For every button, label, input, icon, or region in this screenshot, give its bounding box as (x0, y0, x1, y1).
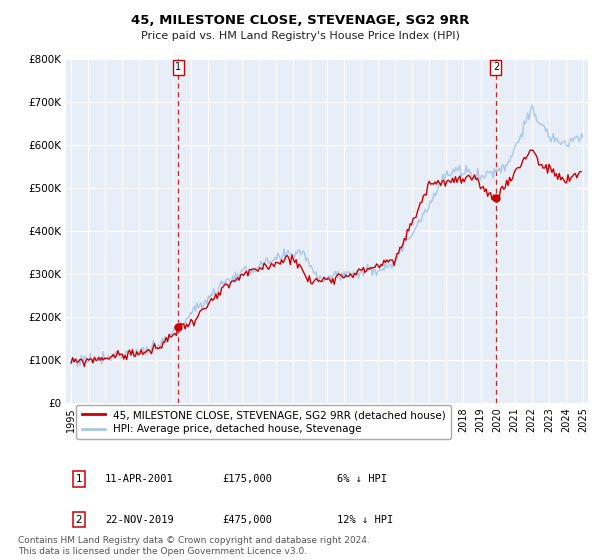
Text: 12% ↓ HPI: 12% ↓ HPI (337, 515, 394, 525)
Text: £175,000: £175,000 (223, 474, 272, 484)
Text: 11-APR-2001: 11-APR-2001 (105, 474, 174, 484)
Legend: 45, MILESTONE CLOSE, STEVENAGE, SG2 9RR (detached house), HPI: Average price, de: 45, MILESTONE CLOSE, STEVENAGE, SG2 9RR … (76, 405, 451, 440)
Text: 22-NOV-2019: 22-NOV-2019 (105, 515, 174, 525)
Text: 1: 1 (76, 474, 82, 484)
Text: £475,000: £475,000 (223, 515, 272, 525)
Text: 6% ↓ HPI: 6% ↓ HPI (337, 474, 388, 484)
Text: 2: 2 (76, 515, 82, 525)
Text: 1: 1 (175, 62, 181, 72)
Text: Price paid vs. HM Land Registry's House Price Index (HPI): Price paid vs. HM Land Registry's House … (140, 31, 460, 41)
Text: 2: 2 (493, 62, 499, 72)
Text: Contains HM Land Registry data © Crown copyright and database right 2024.
This d: Contains HM Land Registry data © Crown c… (18, 536, 370, 556)
Text: 45, MILESTONE CLOSE, STEVENAGE, SG2 9RR: 45, MILESTONE CLOSE, STEVENAGE, SG2 9RR (131, 14, 469, 27)
